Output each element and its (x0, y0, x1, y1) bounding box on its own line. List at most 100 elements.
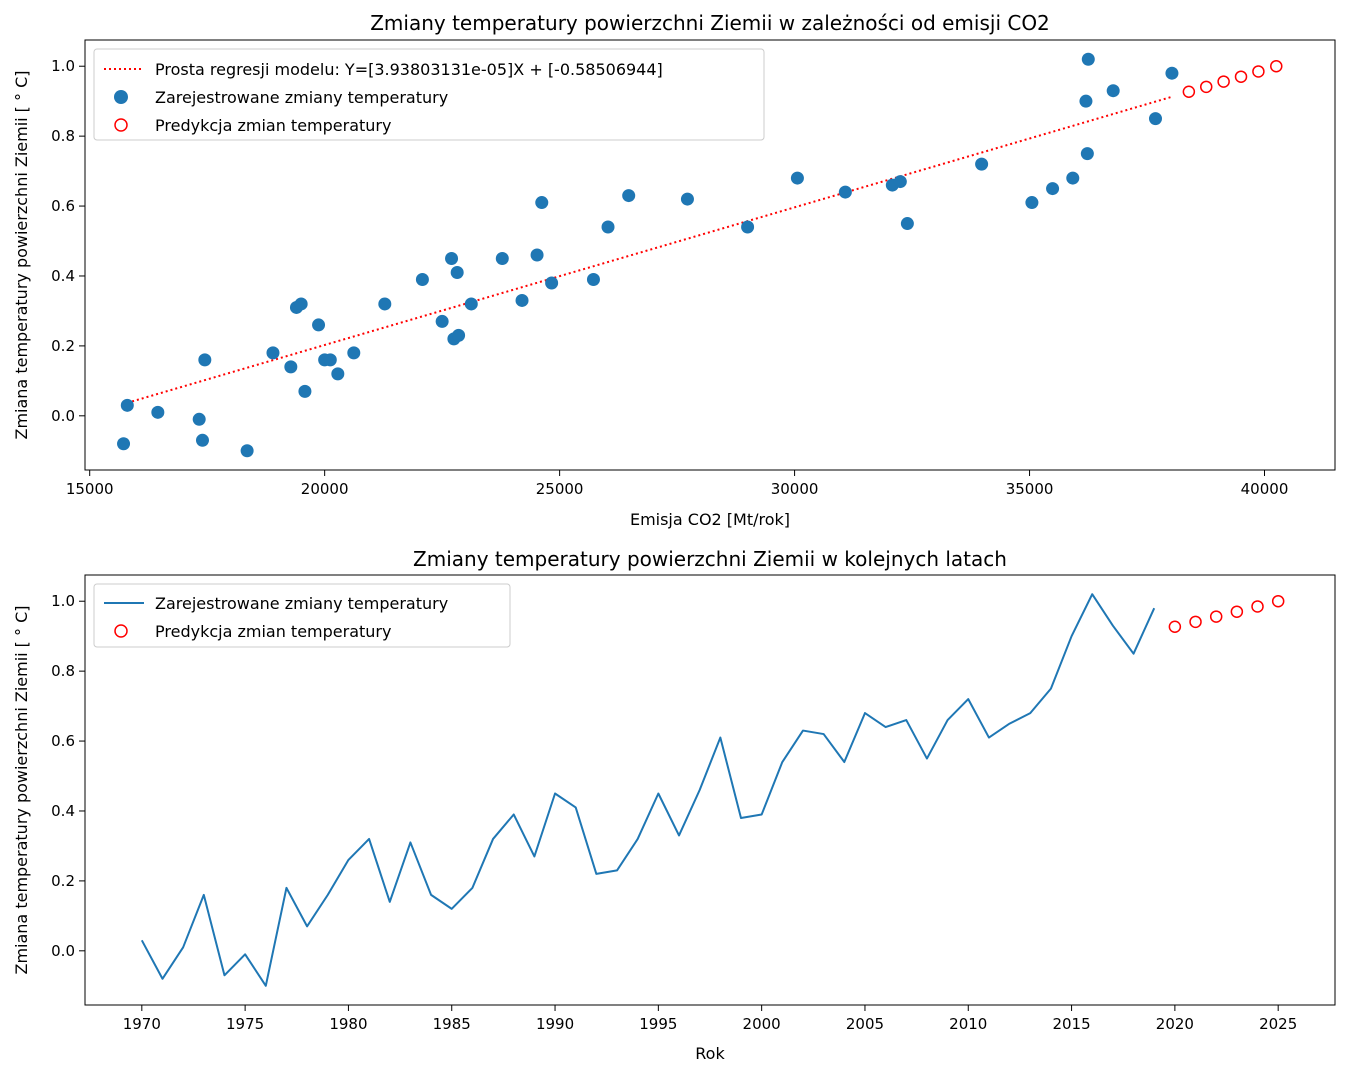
chart1-prediction-points (1182, 59, 1283, 98)
chart2-x-axis-label: Rok (695, 1044, 725, 1063)
chart1-observed-point (120, 398, 134, 412)
chart1-observed-point (266, 346, 280, 360)
chart1-observed-point (284, 360, 298, 374)
chart2-y-axis: 0.0 0.2 0.4 0.6 0.8 1.0 (51, 592, 85, 960)
chart1-observed-point (975, 157, 989, 171)
chart1-observed-point (680, 192, 694, 206)
chart1-legend-observed-swatch (114, 90, 128, 104)
chart1-observed-point (240, 444, 254, 458)
chart2-x-tick-label: 2010 (949, 1015, 987, 1033)
chart1-observed-point (198, 353, 212, 367)
chart1-y-tick-label: 0.6 (51, 197, 75, 215)
chart1-observed-point (435, 314, 449, 328)
chart1-y-tick-label: 0.2 (51, 337, 75, 355)
chart1-observed-point (378, 297, 392, 311)
chart1-x-axis: 15000 20000 25000 30000 35000 40000 (66, 470, 1289, 498)
chart1-prediction-point (1199, 80, 1213, 94)
chart1-x-axis-label: Emisja CO2 [Mt/rok] (630, 510, 790, 529)
chart1-legend-prediction-swatch (114, 118, 128, 132)
chart2-x-tick-label: 1970 (123, 1015, 161, 1033)
chart2-prediction-point (1271, 594, 1285, 608)
chart1-observed-point (323, 353, 337, 367)
chart1-observed-point (117, 437, 131, 451)
chart2-y-tick-label: 0.8 (51, 662, 75, 680)
chart1-observed-point (530, 248, 544, 262)
chart1-observed-point (1106, 84, 1120, 98)
chart1-regression-layer (127, 95, 1174, 404)
chart2-y-axis-label: Zmiana temperatury powierzchni Ziemii [ … (12, 605, 31, 974)
chart2-y-tick-label: 0.4 (51, 802, 75, 820)
chart2-y-tick-label: 1.0 (51, 592, 75, 610)
co2-scatter-chart: Zmiany temperatury powierzchni Ziemii w … (12, 11, 1336, 529)
chart2-legend-observed-label: Zarejestrowane zmiany temperatury (155, 594, 448, 613)
chart1-legend-observed-label: Zarejestrowane zmiany temperatury (155, 88, 448, 107)
chart1-observed-point (601, 220, 615, 234)
chart1-observed-point (893, 175, 907, 189)
chart2-prediction-point (1168, 620, 1182, 633)
chart2-legend-prediction-label: Predykcja zmian temperatury (155, 622, 391, 641)
chart2-legend: Zarejestrowane zmiany temperatury Predyk… (93, 583, 511, 648)
chart1-observed-point (1148, 112, 1162, 126)
chart1-observed-point (1066, 171, 1080, 185)
chart1-observed-point (464, 297, 478, 311)
chart2-plot-frame (84, 574, 1336, 1006)
chart1-prediction-point (1252, 65, 1265, 78)
chart1-x-tick-label: 20000 (301, 480, 349, 498)
chart1-x-tick-label: 35000 (1006, 480, 1054, 498)
chart1-observed-point (586, 272, 600, 286)
yearly-line-chart: Zmiany temperatury powierzchni Ziemii w … (12, 547, 1336, 1063)
chart1-observed-point (838, 185, 852, 199)
chart1-y-axis-label: Zmiana temperatury powierzchni Ziemii [ … (12, 70, 31, 439)
chart1-x-tick-label: 15000 (66, 480, 114, 498)
chart2-prediction-point (1209, 610, 1223, 623)
chart1-observed-point (298, 384, 312, 398)
chart1-observed-point (151, 405, 165, 419)
chart2-title: Zmiany temperatury powierzchni Ziemii w … (413, 547, 1007, 571)
chart2-x-tick-label: 2020 (1156, 1015, 1194, 1033)
chart1-x-tick-label: 30000 (771, 480, 819, 498)
chart1-legend-box (93, 48, 765, 141)
chart1-observed-point (450, 265, 464, 279)
chart2-y-tick-label: 0.6 (51, 732, 75, 750)
chart1-observed-point (1080, 147, 1094, 161)
chart1-observed-point (294, 297, 308, 311)
chart1-y-tick-label: 1.0 (51, 57, 75, 75)
chart1-observed-point (1079, 94, 1093, 108)
chart1-x-tick-label: 40000 (1241, 480, 1289, 498)
chart1-observed-point (545, 276, 559, 290)
chart2-x-axis: 1970 1975 1980 1985 1990 1995 2000 2005 2010 2015… (123, 1005, 1297, 1033)
chart1-prediction-point (1234, 70, 1248, 83)
chart2-prediction-point (1230, 605, 1244, 618)
chart2-observed-line (140, 593, 1156, 987)
chart2-x-tick-label: 2005 (846, 1015, 884, 1033)
chart1-observed-point (1025, 196, 1039, 210)
chart1-y-axis: 0.0 0.2 0.4 0.6 0.8 1.0 (51, 57, 85, 425)
chart1-observed-point (192, 412, 206, 426)
chart1-observed-point (347, 346, 361, 360)
chart1-observed-point (1165, 66, 1179, 80)
chart2-x-tick-label: 1985 (433, 1015, 471, 1033)
chart1-observed-point (1081, 52, 1095, 66)
chart1-observed-points (117, 52, 1179, 458)
chart1-observed-point (195, 433, 209, 447)
chart2-prediction-points (1168, 594, 1285, 633)
chart1-observed-point (415, 272, 429, 286)
chart1-observed-point (900, 217, 914, 231)
chart1-observed-point (515, 293, 529, 307)
chart2-x-tick-label: 1980 (329, 1015, 367, 1033)
chart1-y-tick-label: 0.8 (51, 127, 75, 145)
chart1-observed-point (331, 367, 345, 381)
chart1-legend: Prosta regresji modelu: Y=[3.93803131e-0… (93, 48, 765, 141)
chart1-observed-point (1046, 182, 1060, 196)
chart2-prediction-point (1251, 600, 1264, 613)
chart2-x-tick-label: 2025 (1259, 1015, 1297, 1033)
chart1-observed-point (312, 318, 326, 332)
chart1-observed-point (741, 220, 755, 234)
chart1-x-tick-label: 25000 (536, 480, 584, 498)
chart2-x-tick-label: 2015 (1052, 1015, 1090, 1033)
chart2-x-tick-label: 1995 (639, 1015, 677, 1033)
chart2-legend-prediction-swatch (114, 624, 128, 638)
chart2-x-tick-label: 2000 (743, 1015, 781, 1033)
